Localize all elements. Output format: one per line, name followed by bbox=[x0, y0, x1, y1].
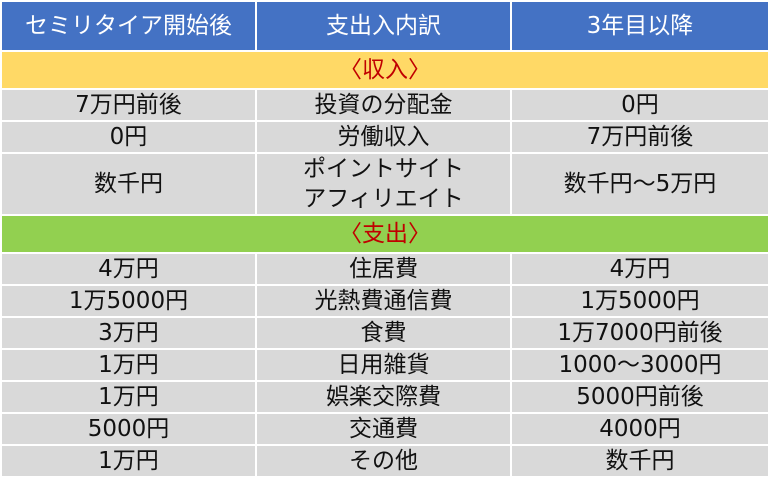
table-row: 5000円 交通費 4000円 bbox=[0, 412, 768, 446]
table-cell: 数千円〜5万円 bbox=[510, 152, 768, 216]
table-cell: 0円 bbox=[0, 120, 257, 154]
table-row: 1万円 日用雑貨 1000〜3000円 bbox=[0, 348, 768, 382]
table-cell: 投資の分配金 bbox=[255, 88, 512, 122]
table-cell: 0円 bbox=[510, 88, 768, 122]
table-cell: 1000〜3000円 bbox=[510, 348, 768, 382]
table-cell: 4万円 bbox=[510, 252, 768, 286]
table-cell: 食費 bbox=[255, 316, 512, 350]
table-row: 1万円 娯楽交際費 5000円前後 bbox=[0, 380, 768, 414]
table-row: 4万円 住居費 4万円 bbox=[0, 252, 768, 286]
table-body: 〈収入〉 7万円前後 投資の分配金 0円 0円 労働収入 7万円前後 数千円 ポイントサイト ア… bbox=[0, 50, 768, 478]
table-cell: 娯楽交際費 bbox=[255, 380, 512, 414]
table-cell: 光熱費通信費 bbox=[255, 284, 512, 318]
table-cell: 日用雑貨 bbox=[255, 348, 512, 382]
table-header: セミリタイア開始後 支出入内訳 3年目以降 bbox=[0, 0, 768, 52]
section-title: 〈収入〉 bbox=[0, 50, 768, 90]
table-row: 1万円 その他 数千円 bbox=[0, 444, 768, 478]
table-row: 3万円 食費 1万7000円前後 bbox=[0, 316, 768, 350]
table-cell: 数千円 bbox=[0, 152, 257, 216]
table-cell: ポイントサイト アフィリエイト bbox=[255, 152, 512, 216]
section-title: 〈支出〉 bbox=[0, 214, 768, 254]
table-cell: 1万円 bbox=[0, 444, 257, 478]
header-cell: 支出入内訳 bbox=[255, 0, 512, 52]
table-cell: 住居費 bbox=[255, 252, 512, 286]
section-row: 〈支出〉 bbox=[0, 214, 768, 254]
table-cell: 数千円 bbox=[510, 444, 768, 478]
table-cell: 5000円 bbox=[0, 412, 257, 446]
header-cell: 3年目以降 bbox=[510, 0, 768, 52]
table-cell: 7万円前後 bbox=[0, 88, 257, 122]
table-row: 7万円前後 投資の分配金 0円 bbox=[0, 88, 768, 122]
table-cell: 1万円 bbox=[0, 380, 257, 414]
table-cell: 1万円 bbox=[0, 348, 257, 382]
table-cell: 1万5000円 bbox=[0, 284, 257, 318]
table-cell: 1万7000円前後 bbox=[510, 316, 768, 350]
table-cell: 労働収入 bbox=[255, 120, 512, 154]
header-cell: セミリタイア開始後 bbox=[0, 0, 257, 52]
table-cell: 交通費 bbox=[255, 412, 512, 446]
table-cell: 3万円 bbox=[0, 316, 257, 350]
section-row: 〈収入〉 bbox=[0, 50, 768, 90]
table-cell: 7万円前後 bbox=[510, 120, 768, 154]
table-row: 0円 労働収入 7万円前後 bbox=[0, 120, 768, 154]
table-cell: その他 bbox=[255, 444, 512, 478]
table-row: 1万5000円 光熱費通信費 1万5000円 bbox=[0, 284, 768, 318]
table-cell: 4万円 bbox=[0, 252, 257, 286]
table-cell: 1万5000円 bbox=[510, 284, 768, 318]
table-row: 数千円 ポイントサイト アフィリエイト 数千円〜5万円 bbox=[0, 152, 768, 216]
table-cell: 5000円前後 bbox=[510, 380, 768, 414]
table-cell: 4000円 bbox=[510, 412, 768, 446]
